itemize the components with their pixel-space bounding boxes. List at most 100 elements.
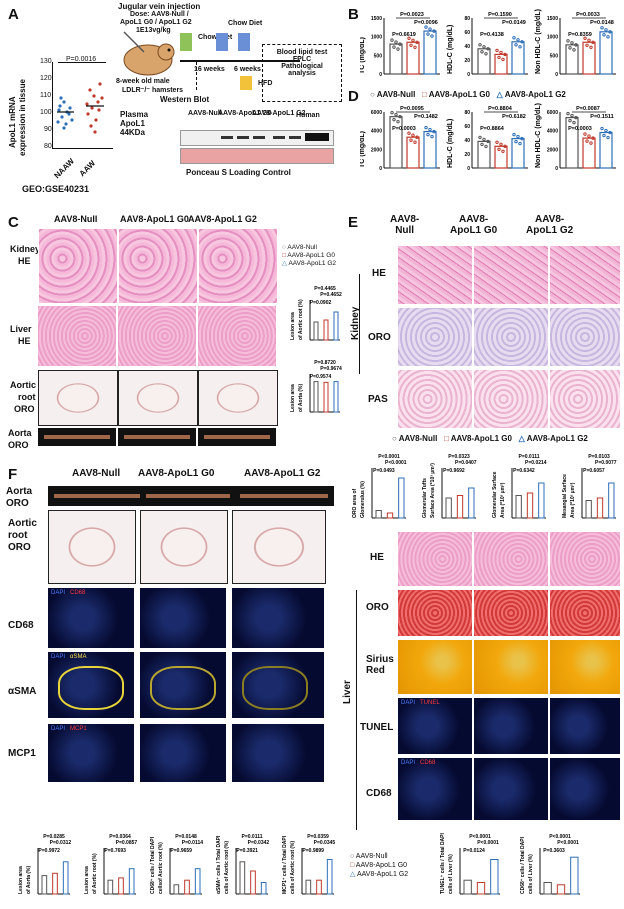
e-oro-null bbox=[398, 308, 472, 366]
plasma-line-1: Plasma bbox=[120, 110, 149, 119]
assay-4: analysis bbox=[288, 70, 316, 77]
d-ytick-1-1: 60 bbox=[464, 124, 470, 130]
fl-chart-1-bar-2 bbox=[570, 856, 579, 895]
f-mcp1-g2 bbox=[232, 724, 324, 782]
d-dot-2-1-0 bbox=[583, 132, 587, 136]
blue-arrow-2-icon bbox=[238, 33, 250, 51]
d-dot-0-0-1 bbox=[392, 117, 396, 122]
f-liver-cd68-null: DAPI CD68 bbox=[398, 758, 472, 820]
fl-chart-0-p2: P=0.0124 bbox=[463, 848, 485, 854]
d-dot-1-2-0 bbox=[512, 132, 516, 137]
c-legend: ○ AAV8-Null □ AAV8-ApoL1 G0 △ AAV8-ApoL1… bbox=[282, 244, 337, 267]
b-dot-1-1-3 bbox=[501, 57, 505, 62]
d-dot-2-0-0 bbox=[566, 111, 570, 116]
d-bar-1-1 bbox=[494, 145, 508, 169]
f-chart-1-p2: P=0.7693 bbox=[104, 848, 126, 854]
f-asma-g0 bbox=[140, 652, 226, 718]
d-dot-1-1-4 bbox=[503, 144, 507, 148]
b-ptop-1: P=0.1590 bbox=[488, 12, 512, 18]
wb-blot bbox=[180, 130, 334, 146]
f-chart-2-p0: P=0.0148 bbox=[175, 834, 197, 840]
c-chart1-ylabel-0: Lesion area bbox=[290, 312, 296, 340]
b-ptop-0: P=0.0023 bbox=[400, 12, 424, 18]
e-pas-g0 bbox=[474, 370, 548, 428]
green-arrow-icon bbox=[180, 33, 192, 51]
d-pbot-2: P=0.0003 bbox=[568, 126, 592, 132]
f-liver-tunel-null: DAPI TUNEL bbox=[398, 698, 472, 754]
c-aorta-g2 bbox=[198, 428, 276, 446]
dose-line-3: 1E13vg/kg bbox=[136, 27, 171, 34]
e-chart-0-bar-0 bbox=[375, 510, 382, 519]
f-aorta-null bbox=[48, 486, 150, 506]
b-dot-0-0-4 bbox=[398, 42, 402, 46]
f-row-cd68: CD68 bbox=[8, 620, 34, 631]
b-dot-0-0-0 bbox=[390, 38, 394, 42]
d-dot-0-0-2 bbox=[394, 112, 398, 117]
d-ytick-0-1: 4000 bbox=[371, 129, 382, 135]
e-chart-1-p0: P=0.0323 bbox=[448, 454, 470, 460]
d-ptop-1: P=0.8804 bbox=[488, 106, 513, 112]
b-chart-0: TC (mg/dL) 1500 1000 500 0 P=0.0023 P=0.0096 P=… bbox=[360, 12, 440, 78]
b-pbot-0: P=0.6619 bbox=[392, 32, 416, 38]
b-dot-2-2-1 bbox=[602, 33, 606, 37]
c-chart1-p2: P=0.0902 bbox=[310, 300, 332, 306]
b-ytick-2-2: 500 bbox=[550, 53, 559, 59]
panel-a-pvalue: P=0.0016 bbox=[66, 56, 97, 63]
d-ytick-0-2: 2000 bbox=[371, 147, 382, 153]
d-dot-0-2-2 bbox=[428, 127, 432, 132]
b-dot-1-2-3 bbox=[518, 45, 522, 49]
f-chart-0-bar-2 bbox=[62, 861, 69, 895]
b-dot-2-2-0 bbox=[600, 26, 604, 30]
f-chart-4-bar-0 bbox=[305, 879, 312, 895]
f-bottom-charts: Lesion area of Aorta (%)P=0.0285P=0.0312P… bbox=[18, 834, 335, 895]
d-dot-0-1-2 bbox=[411, 133, 415, 137]
fl-chart-1-p0: P<0.0001 bbox=[549, 834, 571, 840]
d-ytick-1-0: 80 bbox=[464, 110, 470, 116]
c-legend-g2: AAV8-ApoL1 G2 bbox=[288, 260, 337, 267]
plasma-line-3: 44KDa bbox=[120, 128, 145, 137]
panel-d-letter: D bbox=[348, 88, 359, 105]
b-ylabel-0: TC (mg/dL) bbox=[360, 37, 366, 74]
f-cd68-tag: CD68 bbox=[70, 590, 86, 596]
f-chart-0-ylabel-1: of Aorta (%) bbox=[26, 866, 32, 894]
wb-g2: AAV8-ApoL1 G2 bbox=[252, 110, 306, 117]
b-ytick-0-1: 1000 bbox=[371, 35, 382, 41]
fl-chart-1-bar-1 bbox=[556, 884, 566, 895]
dose-line-1: Dose: AAV8-Null / bbox=[130, 11, 189, 18]
f-root-null bbox=[48, 510, 136, 584]
b-dot-1-0-4 bbox=[486, 47, 490, 51]
c-legend-g0: AAV8-ApoL1 G0 bbox=[287, 252, 335, 259]
d-dot-2-2-0 bbox=[600, 126, 604, 131]
d-ptop-0: P=0.0095 bbox=[400, 106, 424, 112]
f-chart-4-ylabel-0: MCP1⁺ cells / Total DAPI bbox=[282, 835, 288, 894]
f-liver-sirius-null bbox=[398, 640, 472, 694]
e-chart-1-p2: P=0.9692 bbox=[443, 468, 465, 474]
e-chart-3-ylabel-0: Mesangial Surface bbox=[562, 474, 568, 518]
d-ptop-2: P=0.0087 bbox=[576, 106, 600, 112]
e-chart-0-ylabel-1: Glomerulus (%) bbox=[360, 481, 366, 518]
d-dot-1-2-4 bbox=[520, 136, 524, 141]
f-liver-sirius-g0 bbox=[474, 640, 548, 694]
c-chart1-bar-0 bbox=[313, 321, 319, 341]
f-aorta-g0 bbox=[140, 486, 236, 506]
b-dot-0-2-1 bbox=[426, 32, 430, 36]
f-chart-2-bar-2 bbox=[194, 868, 201, 895]
e-chart-1-ylabel-1: Surface Area (*10³ µm²) bbox=[430, 463, 436, 518]
panel-c-letter: C bbox=[8, 214, 19, 231]
e-chart-3-bar-1 bbox=[596, 497, 604, 519]
e-chart-3: Mesangial Surface Area (*10³ µm²) P=0.0103… bbox=[562, 454, 617, 519]
e-chart-2-ylabel-1: Area (*10³ µm²) bbox=[500, 482, 506, 518]
b-chart-2: Non HDL-C (mg/dL) 1500 1000 500 0 P=0.0033 P=0… bbox=[535, 9, 616, 78]
b-ytick-0-2: 500 bbox=[374, 53, 383, 59]
c-chart2-bar-1 bbox=[323, 381, 329, 413]
d-ytick-2-0: 6000 bbox=[547, 110, 558, 116]
c-row-liver-2: HE bbox=[18, 336, 31, 346]
legend-g0: AAV8-ApoL1 G0 bbox=[428, 90, 490, 99]
c-chart2-p1: P=0.9674 bbox=[320, 366, 342, 372]
f-chart-1-ylabel-0: Lesion area bbox=[84, 866, 90, 894]
injection-title: Jugular vein injection bbox=[118, 2, 201, 11]
fl-chart-0-bar-2 bbox=[490, 859, 499, 895]
c-row-aortic-3: ORO bbox=[14, 404, 35, 414]
